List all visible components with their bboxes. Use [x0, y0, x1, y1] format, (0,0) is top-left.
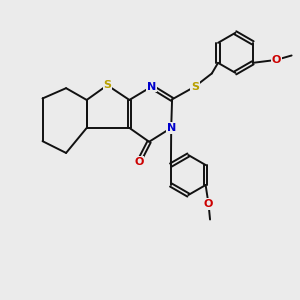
Text: N: N — [147, 82, 156, 92]
Text: N: N — [167, 123, 176, 133]
Text: O: O — [204, 199, 213, 209]
Text: S: S — [103, 80, 111, 90]
Text: O: O — [134, 157, 143, 167]
Text: O: O — [272, 55, 281, 65]
Text: S: S — [191, 82, 199, 92]
